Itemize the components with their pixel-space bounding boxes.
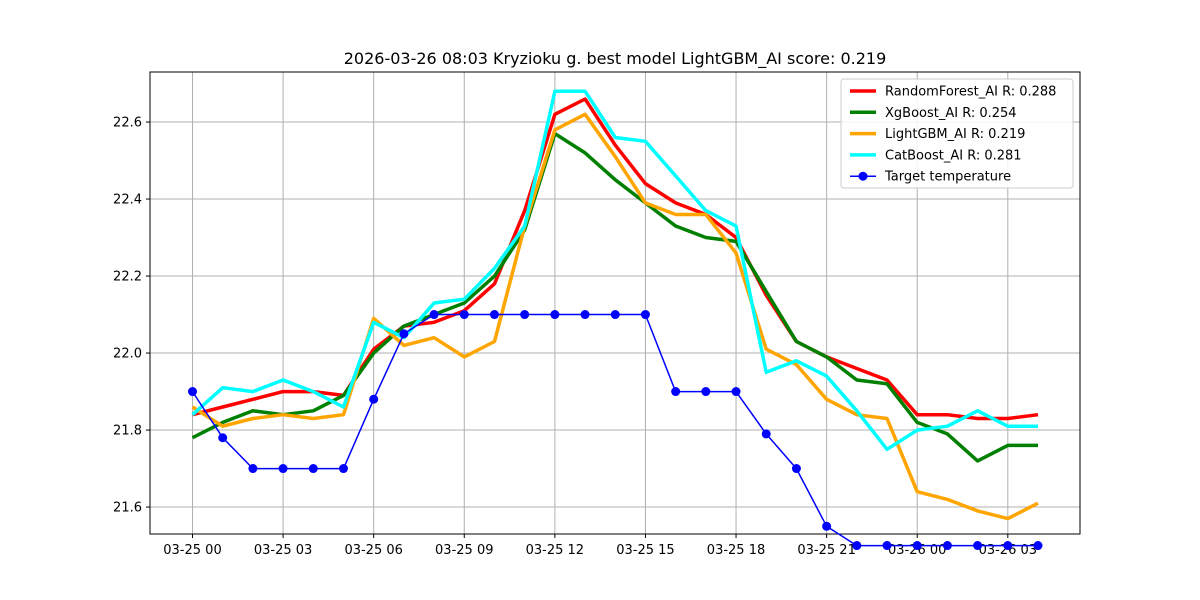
target-point (308, 464, 318, 474)
target-point (912, 541, 922, 551)
target-point (278, 464, 288, 474)
target-point (550, 310, 560, 320)
target-point (338, 464, 348, 474)
target-point (822, 521, 832, 531)
target-point (520, 310, 530, 320)
target-point (1003, 541, 1013, 551)
target-point (882, 541, 892, 551)
x-tick-label: 03-25 21 (797, 543, 855, 558)
legend-label: CatBoost_AI R: 0.281 (885, 148, 1022, 163)
target-point (973, 541, 983, 551)
target-point (942, 541, 952, 551)
target-point (731, 387, 741, 397)
legend-label: XgBoost_AI R: 0.254 (885, 106, 1017, 121)
target-point (580, 310, 590, 320)
target-point (761, 429, 771, 439)
target-point (489, 310, 499, 320)
legend-label: LightGBM_AI R: 0.219 (885, 127, 1025, 142)
x-tick-label: 03-25 06 (344, 543, 402, 558)
target-point (188, 387, 197, 397)
y-tick-label: 21.8 (113, 424, 142, 439)
target-point (671, 387, 681, 397)
y-tick-label: 22.6 (113, 116, 142, 131)
x-tick-label: 03-25 03 (254, 543, 312, 558)
target-point (218, 433, 228, 443)
x-axis: 03-25 00 03-25 03 03-25 06 03-25 09 03-25 12… (163, 534, 1037, 558)
plot-frame (149, 71, 1081, 535)
target-point (459, 310, 469, 320)
chart-title: 2026-03-26 08:03 Kryzioku g. best model … (344, 49, 887, 69)
series-line-0 (192, 97, 1039, 421)
grid (150, 72, 1080, 534)
x-tick-label: 03-25 18 (707, 543, 765, 558)
y-tick-label: 22.2 (113, 270, 142, 285)
target-point (1033, 541, 1043, 551)
target-point (852, 541, 862, 551)
legend-label: RandomForest_AI R: 0.288 (885, 85, 1056, 100)
legend-box (840, 78, 1074, 189)
x-tick-label: 03-26 00 (888, 543, 946, 558)
target-point (399, 329, 409, 339)
target-point (791, 464, 801, 474)
y-axis: 21.6 21.8 22.0 22.2 22.4 22.6 (113, 116, 150, 516)
x-tick-label: 03-25 00 (163, 543, 221, 558)
x-tick-label: 03-25 09 (435, 543, 493, 558)
target-point (640, 310, 650, 320)
x-tick-label: 03-25 15 (616, 543, 674, 558)
target-point (429, 310, 439, 320)
y-tick-label: 22.4 (113, 193, 142, 208)
target-point (248, 464, 258, 474)
series-group (188, 89, 1043, 551)
x-tick-label: 03-25 12 (526, 543, 584, 558)
y-tick-label: 22.0 (113, 347, 142, 362)
legend-label: Target temperature (884, 170, 1011, 185)
legend-marker (858, 171, 868, 181)
x-tick-label: 03-26 03 (979, 543, 1037, 558)
y-tick-label: 21.6 (113, 501, 142, 516)
target-point (701, 387, 711, 397)
target-point (369, 394, 379, 404)
legend: RandomForest_AI R: 0.288 XgBoost_AI R: 0.… (840, 78, 1074, 189)
series-line-3 (191, 89, 1038, 452)
target-point (610, 310, 620, 320)
